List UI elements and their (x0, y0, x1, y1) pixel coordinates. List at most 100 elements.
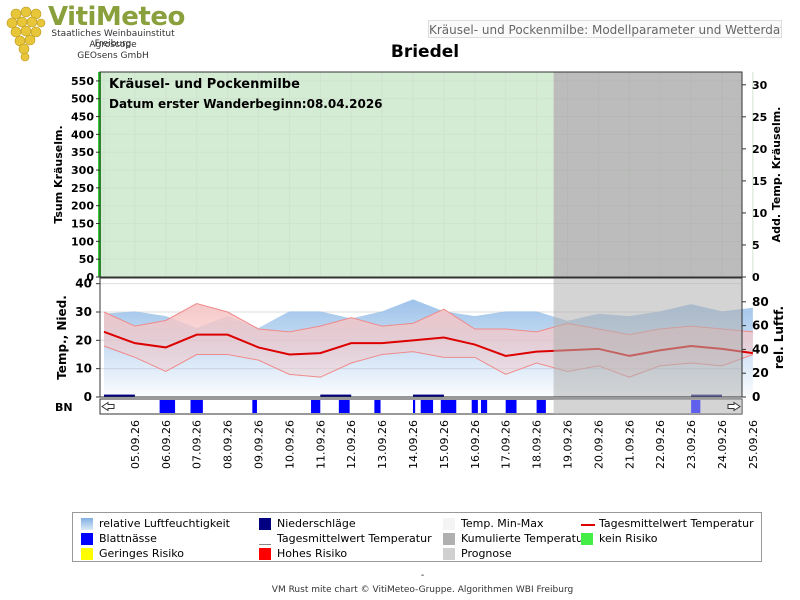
station-title: Briedel (390, 42, 460, 62)
precip-bar (320, 394, 352, 397)
legend-label: Temp. Min-Max (461, 517, 544, 530)
bottom-right-tick-label: 20 (752, 366, 769, 380)
legend-swatch (443, 518, 455, 530)
footer-dash: - (420, 570, 425, 581)
top-left-tick-label: 0 (86, 271, 94, 284)
top-right-tick-label: 30 (752, 79, 768, 92)
bottom-left-tick-label: 40 (75, 277, 92, 291)
leaf-wetness-bar (311, 400, 321, 413)
leaf-wetness-bar (413, 400, 416, 413)
top-left-tick-label: 200 (71, 200, 94, 213)
top-left-tick-label: 50 (79, 253, 95, 266)
top-left-tick-label: 500 (71, 93, 94, 106)
x-tick-label: 10.09.26 (283, 420, 296, 469)
legend-swatch (259, 533, 271, 545)
forecast-area-bottom (553, 278, 742, 397)
logo-line-geosens: GEOsens GmbH (77, 51, 149, 61)
bottom-left-tick-label: 20 (75, 333, 92, 347)
top-right-tick-label: 5 (752, 239, 760, 252)
top-right-tick-label: 0 (752, 271, 760, 284)
legend-label: relative Luftfeuchtigkeit (99, 517, 230, 530)
bottom-right-tick-label: 80 (752, 295, 769, 309)
x-tick-label: 20.09.26 (592, 420, 605, 469)
top-right-tick-label: 20 (752, 143, 768, 156)
leaf-wetness-bar (471, 400, 478, 413)
legend-swatch (443, 548, 455, 560)
x-tick-label: 09.09.26 (253, 420, 266, 469)
top-right-tick-label: 15 (752, 175, 767, 188)
bottom-right-tick-label: 0 (752, 390, 760, 404)
legend-swatch (581, 533, 593, 545)
x-tick-label: 11.09.26 (314, 420, 327, 469)
x-tick-label: 16.09.26 (469, 420, 482, 469)
leaf-wetness-bar (480, 400, 488, 413)
forecast-area-strip (553, 399, 742, 414)
x-tick-label: 17.09.26 (500, 420, 513, 469)
wanderbeginn-annotation: Datum erster Wanderbeginn:08.04.2026 (109, 97, 383, 111)
legend-swatch (81, 533, 93, 545)
logo-line-institute: Staatliches Weinbauinstitut Freiburg (51, 29, 175, 49)
logo-line-agroscope: Agroscope (89, 40, 137, 50)
legend-label: Niederschläge (277, 517, 356, 530)
x-tick-label: 14.09.26 (407, 420, 420, 469)
leaf-wetness-bar (505, 400, 517, 413)
x-tick-label: 22.09.26 (654, 420, 667, 469)
legend-swatch (581, 524, 595, 526)
legend-swatch (259, 548, 271, 560)
legend-swatch (81, 518, 93, 530)
bottom-plot-frame (99, 277, 743, 398)
x-tick-label: 06.09.26 (160, 420, 173, 469)
top-left-tick-label: 450 (71, 111, 94, 124)
legend: relative Luftfeuchtigkeit Niederschläge Te… (72, 512, 762, 562)
leaf-wetness-bar (252, 400, 257, 413)
x-tick-label: 07.09.26 (191, 420, 204, 469)
logo-title: VitiMeteo (48, 2, 185, 32)
x-tick-label: 13.09.26 (376, 420, 389, 469)
bottom-right-axis-label: rel. Luftf. (772, 306, 786, 369)
top-left-tick-label: 350 (71, 146, 94, 159)
precip-bar (104, 394, 135, 397)
legend-label: kein Risiko (599, 532, 658, 545)
top-right-axis-label: Add. Temp. Kräuselm. (770, 107, 783, 243)
x-tick-label: 25.09.26 (747, 420, 760, 469)
legend-label: Prognose (461, 547, 512, 560)
grape-logo-icon (6, 6, 46, 62)
scroll-right-icon (727, 401, 741, 412)
legend-label: Hohes Risiko (277, 547, 348, 560)
top-left-tick-label: 100 (71, 235, 94, 248)
x-tick-label: 08.09.26 (222, 420, 235, 469)
legend-label: Tagesmittelwert Temperatur (599, 517, 754, 530)
top-plot-frame (99, 71, 743, 278)
bottom-right-tick-label: 60 (752, 319, 769, 333)
top-left-axis-label: Tsum Kräuselm. (52, 125, 65, 223)
bottom-left-axis-label: Temp., Nied. (55, 295, 69, 380)
precip-bar (413, 394, 444, 397)
x-tick-label: 18.09.26 (531, 420, 544, 469)
bottom-left-tick-label: 10 (75, 362, 92, 376)
legend-label: Tagesmittelwert Temperatur (277, 532, 432, 545)
leaf-wetness-bar (440, 400, 457, 413)
top-right-tick-label: 25 (752, 111, 767, 124)
x-tick-label: 21.09.26 (623, 420, 636, 469)
legend-swatch (443, 533, 455, 545)
top-left-tick-label: 400 (71, 128, 94, 141)
forecast-area-top (553, 72, 742, 277)
x-tick-label: 19.09.26 (562, 420, 575, 469)
top-left-tick-label: 300 (71, 164, 94, 177)
bottom-right-tick-label: 40 (752, 342, 769, 356)
leaf-wetness-bar (420, 400, 434, 413)
scroll-left-icon (101, 401, 115, 412)
top-right-tick-label: 10 (752, 207, 768, 220)
leaf-wetness-bar (691, 400, 701, 413)
footer-credits: VM Rust mite chart © VitiMeteo-Gruppe. A… (271, 585, 574, 595)
legend-swatch (81, 548, 93, 560)
top-chart-title: Kräusel- und Pockenmilbe (109, 77, 300, 92)
leaf-wetness-label: BN (55, 401, 73, 414)
legend-label: Geringes Risiko (99, 547, 185, 560)
leaf-wetness-bar (159, 400, 176, 413)
top-left-tick-label: 150 (71, 218, 94, 231)
leaf-wetness-bar (338, 400, 350, 413)
page-subtitle: Kräusel- und Pockenmilbe: Modellparamete… (428, 20, 782, 38)
legend-label: Kumulierte Temperatur (461, 532, 588, 545)
